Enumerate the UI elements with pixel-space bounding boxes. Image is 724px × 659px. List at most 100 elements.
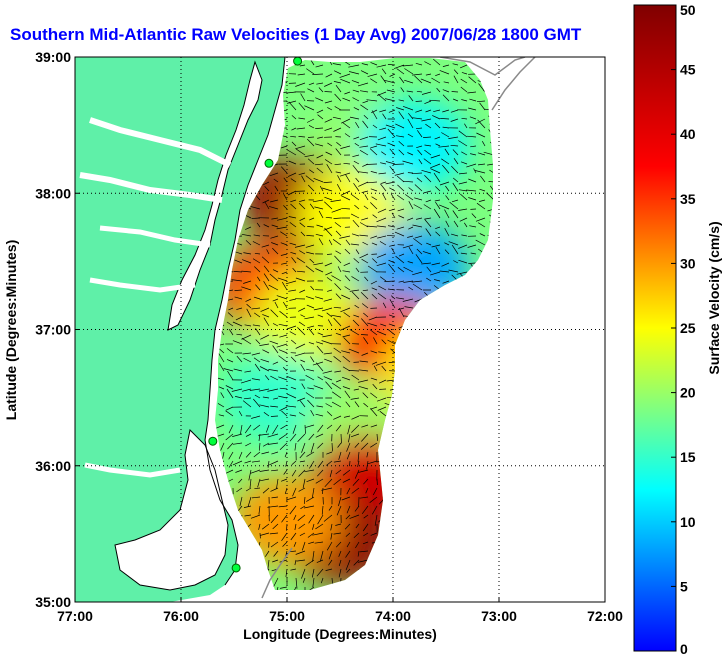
velocity-vector xyxy=(371,294,378,300)
velocity-vector xyxy=(314,163,324,166)
velocity-vector xyxy=(267,505,279,508)
velocity-vector xyxy=(360,70,369,75)
velocity-vector xyxy=(341,496,351,501)
velocity-vector xyxy=(263,273,270,282)
velocity-vector xyxy=(415,109,423,113)
velocity-vector xyxy=(307,136,315,138)
velocity-vector xyxy=(245,451,252,458)
velocity-vector xyxy=(316,167,324,174)
field-region-3 xyxy=(359,100,470,191)
velocity-vector xyxy=(272,323,279,327)
velocity-vector xyxy=(424,217,432,220)
velocity-vector xyxy=(344,390,351,399)
velocity-vector xyxy=(316,109,324,114)
velocity-vector xyxy=(249,388,261,391)
velocity-vector xyxy=(272,559,279,563)
velocity-vector xyxy=(311,487,315,499)
velocity-vector xyxy=(333,306,342,309)
velocity-vector xyxy=(310,356,315,363)
velocity-vector xyxy=(280,166,288,174)
velocity-vector xyxy=(327,107,333,111)
velocity-vector xyxy=(486,192,493,201)
velocity-vector xyxy=(282,367,288,372)
velocity-vector xyxy=(388,208,396,212)
velocity-vector xyxy=(423,158,432,165)
velocity-vector xyxy=(431,244,441,248)
velocity-vector xyxy=(281,532,288,542)
velocity-vector xyxy=(262,181,270,186)
velocity-vector xyxy=(423,136,432,138)
velocity-vector xyxy=(269,273,279,282)
velocity-vector xyxy=(358,469,369,473)
velocity-vector xyxy=(259,298,270,300)
velocity-vector xyxy=(321,340,333,345)
velocity-vector xyxy=(345,550,351,558)
station-marker-2 xyxy=(208,436,218,446)
velocity-vector xyxy=(443,81,450,84)
velocity-vector xyxy=(219,363,225,372)
velocity-vector xyxy=(362,241,369,246)
velocity-vector xyxy=(404,194,414,201)
velocity-vector xyxy=(304,154,315,158)
velocity-vector xyxy=(415,100,423,102)
velocity-vector xyxy=(329,469,333,478)
velocity-vector xyxy=(352,97,360,102)
velocity-vector xyxy=(289,505,297,515)
velocity-vector xyxy=(475,217,486,222)
velocity-vector xyxy=(242,388,252,392)
velocity-vector xyxy=(448,241,459,246)
velocity-vector xyxy=(264,375,270,381)
velocity-vector xyxy=(353,160,360,165)
velocity-vector xyxy=(267,442,279,445)
velocity-vector xyxy=(334,222,342,228)
velocity-vector xyxy=(277,277,288,282)
velocity-vector xyxy=(359,145,369,148)
velocity-vector xyxy=(451,165,459,174)
velocity-vector xyxy=(449,201,459,210)
velocity-vector xyxy=(270,541,279,548)
velocity-vector xyxy=(261,244,270,248)
velocity-vector xyxy=(362,392,369,399)
velocity-vector xyxy=(386,234,396,237)
velocity-vector xyxy=(270,309,279,318)
velocity-vector xyxy=(322,370,333,374)
velocity-vector xyxy=(346,451,351,460)
velocity-vector xyxy=(408,286,414,291)
velocity-vector xyxy=(249,478,252,489)
velocity-vector xyxy=(361,303,369,309)
velocity-vector xyxy=(279,406,288,412)
velocity-vector xyxy=(291,141,297,147)
velocity-vector xyxy=(324,196,333,201)
velocity-vector xyxy=(297,327,306,336)
velocity-vector xyxy=(262,314,270,318)
velocity-vector xyxy=(387,339,396,345)
velocity-vector xyxy=(372,487,378,496)
velocity-vector xyxy=(301,175,306,183)
velocity-vector xyxy=(389,165,396,174)
velocity-vector xyxy=(298,307,306,312)
velocity-vector xyxy=(279,442,288,450)
velocity-vector xyxy=(291,460,297,466)
velocity-vector xyxy=(355,177,360,183)
velocity-vector xyxy=(479,233,486,237)
velocity-vector xyxy=(300,364,306,372)
velocity-vector xyxy=(388,361,396,363)
velocity-vector xyxy=(397,208,405,212)
velocity-vector xyxy=(232,321,243,327)
velocity-vector xyxy=(468,178,477,183)
velocity-vector xyxy=(313,307,324,311)
velocity-vector xyxy=(326,424,333,430)
colorbar-label: Surface Velocity (cm/s) xyxy=(706,221,722,374)
velocity-vector xyxy=(380,75,387,84)
velocity-vector xyxy=(238,411,243,417)
velocity-vector xyxy=(359,360,369,363)
velocity-vector xyxy=(264,201,270,210)
velocity-vector xyxy=(326,312,333,318)
velocity-vector xyxy=(380,323,387,327)
colorbar-tick-label: 30 xyxy=(680,255,696,271)
velocity-vector xyxy=(268,284,279,291)
velocity-vector xyxy=(353,532,360,538)
velocity-vector xyxy=(297,397,306,402)
velocity-vector xyxy=(312,199,324,203)
velocity-vector xyxy=(294,523,297,531)
